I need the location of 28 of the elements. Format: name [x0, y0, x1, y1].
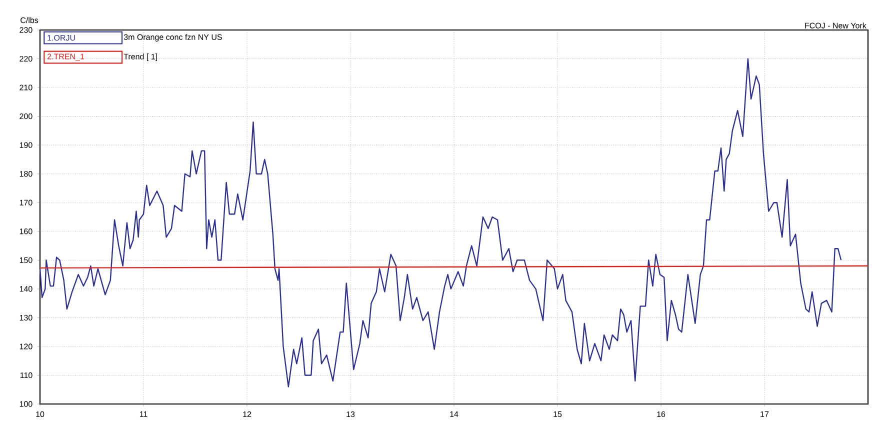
y-tick-label: 120: [20, 344, 32, 350]
x-tick-label: 14: [450, 411, 458, 417]
y-tick-label: 160: [20, 228, 32, 234]
y-tick-label: 150: [20, 257, 32, 263]
y-tick-label: 180: [20, 171, 32, 177]
y-tick-label: 110: [20, 372, 32, 378]
x-tick-label: 12: [243, 411, 252, 417]
y-tick-label: 140: [20, 286, 32, 292]
y-axis-title: C/lbs: [20, 17, 38, 24]
x-tick-label: 13: [346, 411, 355, 418]
annotation: Trend [ 1]: [124, 54, 157, 61]
annotation: 3m Orange conc fzn NY US: [124, 34, 222, 42]
x-tick-label: 10: [36, 411, 44, 418]
y-tick-label: 100: [20, 401, 32, 407]
x-tick-label: 17: [760, 411, 769, 417]
text: 1.ORJU: [48, 34, 75, 41]
chart-subtitle: FCOJ - New York: [805, 22, 866, 28]
y-tick-label: 190: [20, 142, 32, 148]
y-tick-label: 220: [20, 56, 32, 62]
x-tick-label: 16: [657, 411, 666, 418]
text: 2.TREN_1: [47, 54, 84, 61]
x-tick-label: 15: [554, 411, 562, 417]
y-tick-label: 130: [20, 314, 32, 321]
y-tick-label: 170: [20, 200, 32, 206]
y-tick-label: 230: [20, 27, 32, 33]
x-tick-label: 11: [140, 411, 148, 417]
y-tick-label: 200: [20, 113, 32, 120]
y-tick-label: 210: [20, 84, 32, 90]
